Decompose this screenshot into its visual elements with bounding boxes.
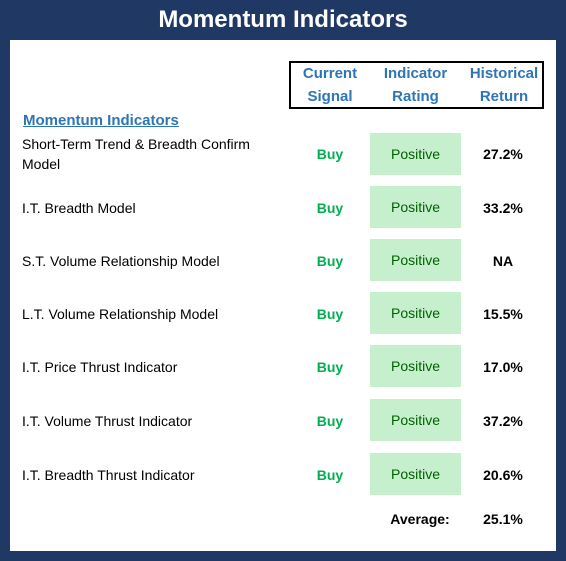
row-signal: Buy (316, 253, 344, 269)
header-indicator-rating: Indicator Rating (370, 62, 461, 110)
row-label-line1: S.T. Volume Relationship Model (22, 253, 220, 269)
header-indicator-rating-line1: Indicator (383, 65, 448, 82)
row-rating: Positive (370, 292, 461, 334)
row-label-line1: Short-Term Trend & Breadth Confirm (22, 136, 250, 152)
row-signal: Buy (316, 413, 344, 429)
header-historical-return-line2: Return (479, 88, 529, 105)
row-label: I.T. Breadth Model (22, 198, 136, 218)
row-return: 15.5% (483, 306, 523, 322)
row-signal: Buy (316, 359, 344, 375)
row-label: I.T. Volume Thrust Indicator (22, 411, 192, 431)
row-rating: Positive (370, 186, 461, 228)
row-label-line1: I.T. Breadth Thrust Indicator (22, 467, 195, 483)
page-title: Momentum Indicators (158, 6, 408, 33)
section-title: Momentum Indicators (23, 112, 179, 129)
row-rating: Positive (370, 453, 461, 495)
row-label-line1: I.T. Volume Thrust Indicator (22, 413, 193, 429)
row-rating: Positive (370, 239, 461, 281)
row-rating: Positive (370, 345, 461, 387)
row-label-line1: I.T. Breadth Model (22, 200, 136, 216)
table-panel: Current Signal Indicator Rating Historic… (10, 40, 556, 551)
row-return: 17.0% (483, 359, 523, 375)
header-current-signal-line2: Signal (307, 88, 353, 105)
row-label-line1: L.T. Volume Relationship Model (22, 306, 219, 322)
row-label: I.T. Breadth Thrust Indicator (22, 465, 195, 485)
header-historical-return-line1: Historical (469, 65, 539, 82)
row-label: I.T. Price Thrust Indicator (22, 357, 177, 377)
row-return: 33.2% (483, 200, 523, 216)
header-historical-return: Historical Return (465, 62, 543, 110)
row-return: 20.6% (483, 467, 523, 483)
header-current-signal: Current Signal (293, 62, 367, 110)
row-signal: Buy (316, 467, 344, 483)
row-signal: Buy (316, 200, 344, 216)
row-label: Short-Term Trend & Breadth Confirm Model (22, 134, 250, 174)
header-current-signal-line1: Current (302, 65, 358, 82)
row-rating: Positive (370, 133, 461, 175)
row-label-line2: Model (22, 156, 61, 172)
row-label-line1: I.T. Price Thrust Indicator (22, 359, 178, 375)
row-label: S.T. Volume Relationship Model (22, 251, 220, 271)
row-return: 37.2% (483, 413, 523, 429)
row-signal: Buy (316, 306, 344, 322)
row-return: 27.2% (483, 146, 523, 162)
average-value: 25.1% (483, 511, 523, 527)
average-label: Average: (390, 511, 450, 527)
row-signal: Buy (316, 146, 344, 162)
header-indicator-rating-line2: Rating (392, 88, 439, 105)
row-label: L.T. Volume Relationship Model (22, 304, 218, 324)
row-rating: Positive (370, 399, 461, 441)
row-return: NA (492, 253, 514, 269)
header-box (289, 61, 544, 109)
